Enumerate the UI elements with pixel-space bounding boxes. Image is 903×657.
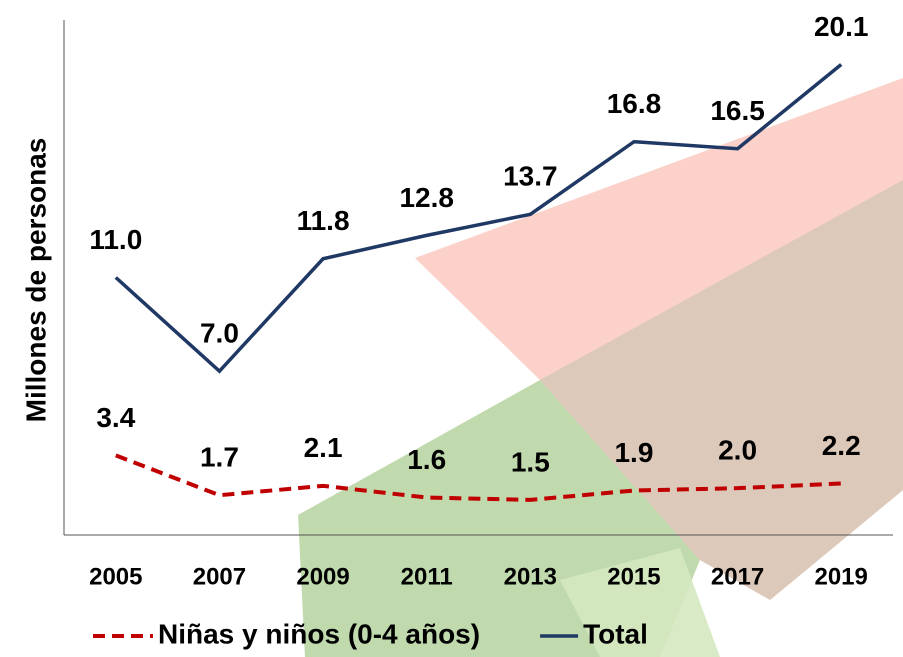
x-tick-label: 2011 (401, 563, 453, 590)
y-axis-title: Millones de personas (20, 138, 51, 423)
data-label: 7.0 (200, 318, 239, 349)
x-tick-label: 2013 (504, 563, 557, 590)
x-tick-label: 2007 (193, 563, 246, 590)
data-label: 13.7 (503, 161, 558, 192)
data-label: 1.6 (407, 444, 446, 475)
data-label: 12.8 (399, 182, 454, 213)
data-label: 1.9 (614, 437, 653, 468)
chart: Millones de personas Niñas y niños (0-4 … (0, 0, 903, 657)
data-label: 1.5 (511, 446, 550, 477)
x-tick-label: 2019 (814, 563, 867, 590)
legend-label: Total (583, 618, 648, 649)
x-tick-label: 2009 (296, 563, 349, 590)
data-label: 2.2 (822, 430, 861, 461)
data-label: 2.0 (718, 435, 757, 466)
legend-label: Niñas y niños (0-4 años) (158, 618, 480, 649)
data-label: 1.7 (200, 442, 239, 473)
data-label: 20.1 (814, 11, 869, 42)
data-label: 11.0 (89, 224, 142, 255)
x-tick-label: 2017 (711, 563, 764, 590)
data-label: 3.4 (96, 402, 135, 433)
data-label: 16.8 (607, 88, 662, 119)
data-label: 16.5 (710, 95, 765, 126)
data-label: 2.1 (304, 432, 343, 463)
x-tick-label: 2005 (89, 563, 142, 590)
x-tick-label: 2015 (607, 563, 660, 590)
data-label: 11.8 (297, 205, 350, 236)
